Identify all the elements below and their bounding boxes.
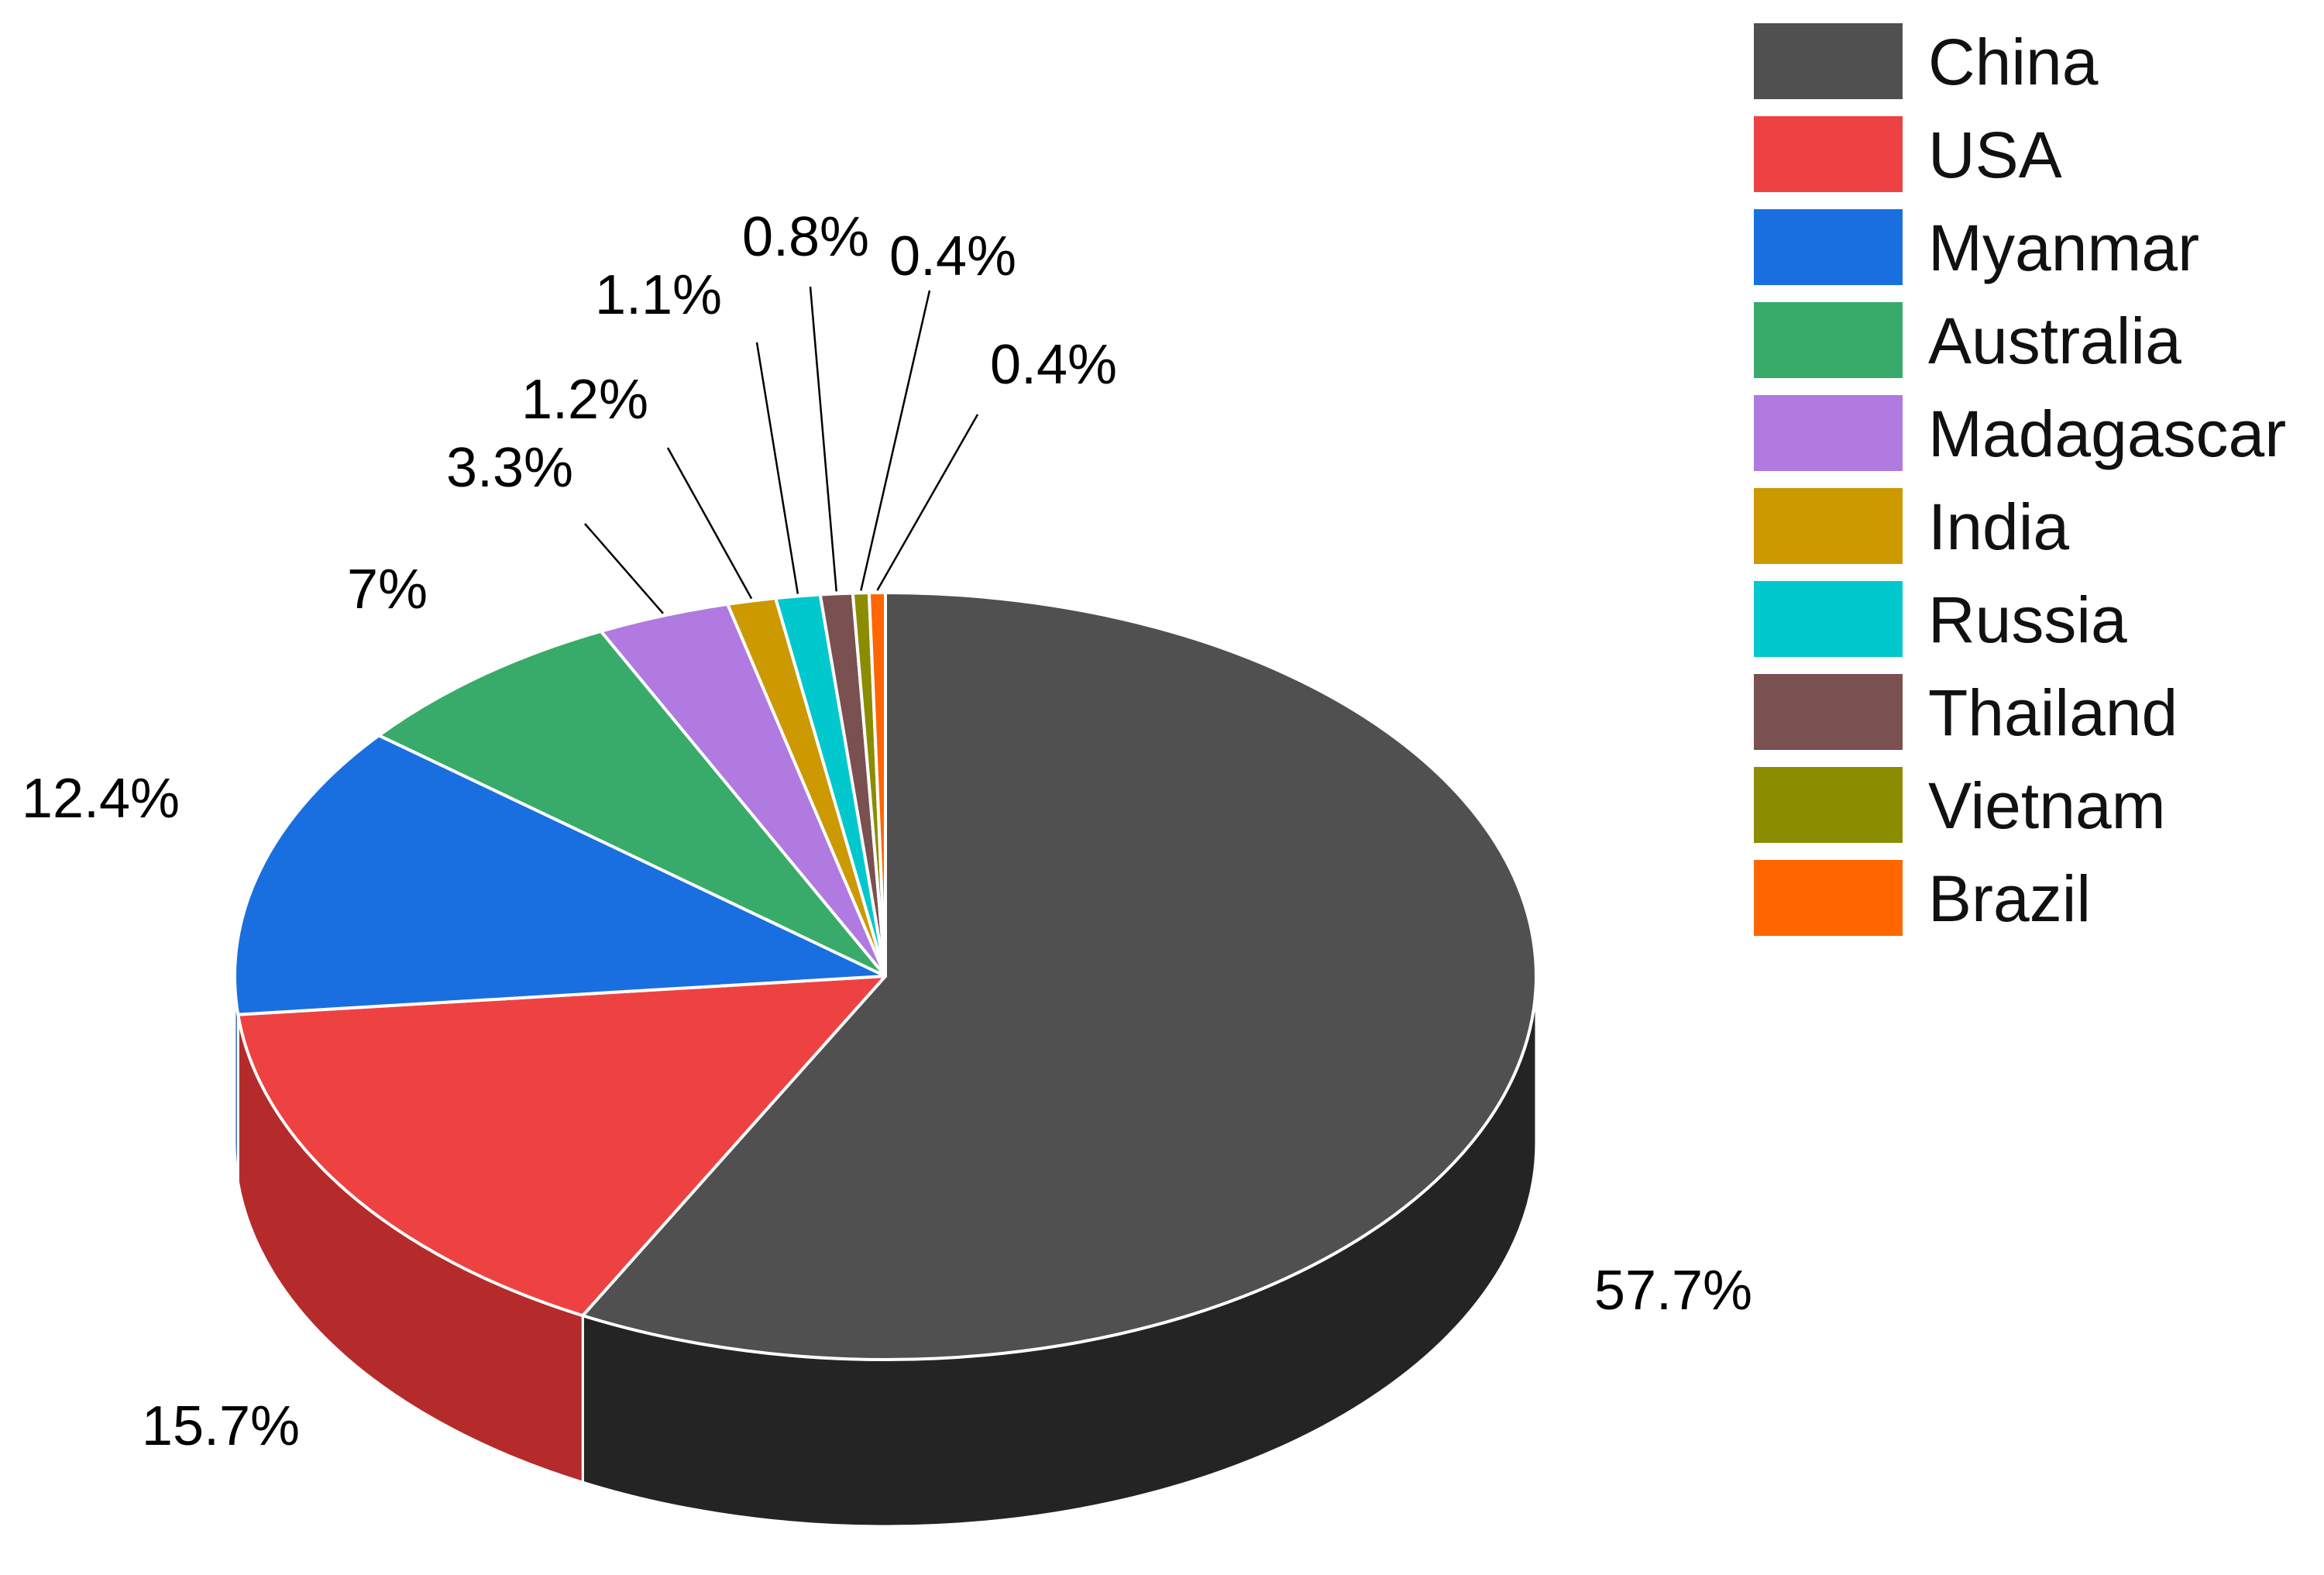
legend-swatch bbox=[1754, 674, 1903, 750]
legend-item-myanmar: Myanmar bbox=[1754, 209, 2199, 285]
pct-label-russia: 1.1% bbox=[595, 264, 722, 326]
leader-line-brazil bbox=[876, 414, 979, 591]
legend-item-vietnam: Vietnam bbox=[1754, 767, 2166, 843]
legend-label: Myanmar bbox=[1928, 211, 2199, 284]
pct-label-vietnam: 0.4% bbox=[889, 225, 1016, 287]
legend-label: Australia bbox=[1928, 304, 2181, 377]
legend-label: Madagascar bbox=[1928, 397, 2286, 470]
legend-label: Brazil bbox=[1928, 862, 2091, 935]
pct-label-myanmar: 12.4% bbox=[22, 768, 180, 830]
slice-brazil bbox=[867, 591, 887, 978]
pct-label-madagascar: 3.3% bbox=[446, 437, 573, 499]
legend-swatch bbox=[1754, 302, 1903, 378]
legend-swatch bbox=[1754, 23, 1903, 99]
legend-item-india: India bbox=[1754, 488, 2069, 564]
legend-label: China bbox=[1928, 26, 2099, 98]
leader-line-madagascar bbox=[584, 523, 664, 614]
legend-swatch bbox=[1754, 395, 1903, 471]
legend-swatch bbox=[1754, 581, 1903, 657]
legend-item-usa: USA bbox=[1754, 116, 2062, 192]
legend-item-china: China bbox=[1754, 23, 2099, 99]
legend-label: India bbox=[1928, 490, 2069, 563]
pct-label-india: 1.2% bbox=[521, 369, 648, 431]
legend-item-madagascar: Madagascar bbox=[1754, 395, 2286, 471]
legend-swatch bbox=[1754, 767, 1903, 843]
legend-item-brazil: Brazil bbox=[1754, 860, 2091, 936]
pct-label-usa: 15.7% bbox=[142, 1395, 300, 1457]
pct-label-brazil: 0.4% bbox=[990, 334, 1117, 396]
pct-label-thailand: 0.8% bbox=[742, 206, 869, 268]
legend-item-thailand: Thailand bbox=[1754, 674, 2178, 750]
legend-label: USA bbox=[1928, 119, 2062, 191]
legend-item-russia: Russia bbox=[1754, 581, 2127, 657]
slice-percentage-labels: 57.7% 15.7% 12.4% 7% 3.3%1.2% 1.1% 0.8% 0.4% 0.4… bbox=[22, 206, 1752, 1457]
legend-swatch bbox=[1754, 860, 1903, 936]
slice-australia bbox=[377, 629, 887, 978]
legend-item-australia: Australia bbox=[1754, 302, 2181, 378]
legend-label: Russia bbox=[1928, 583, 2127, 656]
slice-usa bbox=[236, 975, 887, 1318]
leader-line-vietnam bbox=[860, 290, 931, 591]
slice-china bbox=[581, 591, 1538, 1361]
legend-swatch bbox=[1754, 116, 1903, 192]
legend-label: Vietnam bbox=[1928, 769, 2166, 842]
legend: China USA Myanmar Australia Madagascar India R… bbox=[1754, 23, 2286, 936]
slice-myanmar bbox=[233, 734, 887, 1016]
legend-swatch bbox=[1754, 209, 1903, 285]
pct-label-australia: 7% bbox=[347, 559, 428, 621]
leader-line-russia bbox=[755, 342, 799, 594]
legend-label: Thailand bbox=[1928, 676, 2178, 749]
leader-line-thailand bbox=[809, 286, 837, 592]
legend-swatch bbox=[1754, 488, 1903, 564]
pie-top-slices bbox=[233, 591, 1538, 1361]
pct-label-china: 57.7% bbox=[1594, 1260, 1752, 1322]
leader-line-india bbox=[666, 447, 753, 600]
label-leader-lines bbox=[584, 286, 979, 614]
